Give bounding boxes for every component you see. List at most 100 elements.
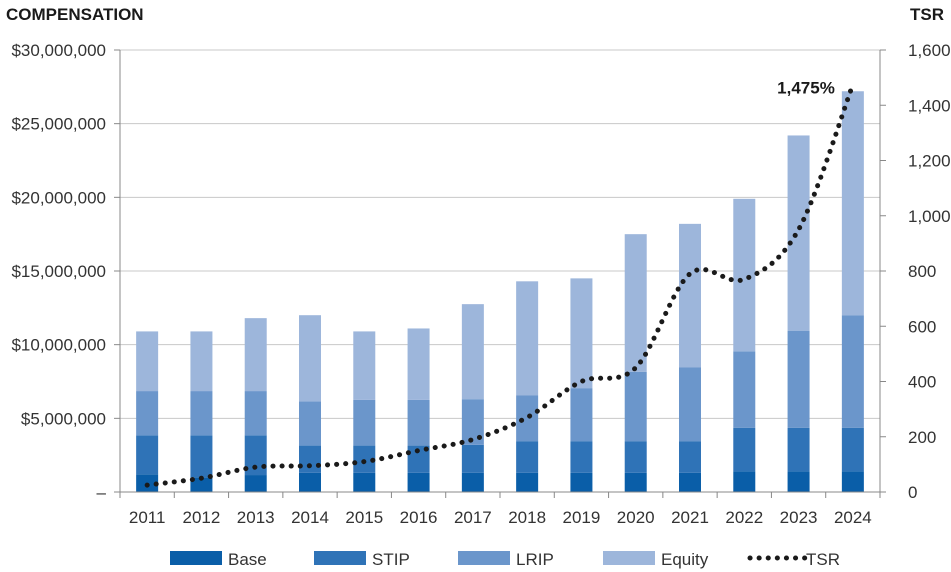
bar-equity-2021 [679, 223, 701, 368]
left-tick-label: $10,000,000 [11, 336, 106, 355]
x-tick-label: 2013 [237, 508, 275, 527]
bar-stip-2020 [624, 441, 647, 473]
left-tick-label: $5,000,000 [21, 409, 106, 428]
bar-base-2016 [407, 472, 430, 492]
bar-stip-2014 [299, 445, 321, 473]
bar-lrip-2013 [244, 391, 267, 436]
bar-lrip-2012 [190, 391, 213, 436]
legend-label-tsr: TSR [806, 550, 840, 569]
left-tick-label: $25,000,000 [11, 115, 106, 134]
right-tick-label: 0 [908, 483, 917, 502]
legend-swatch-stip [314, 551, 366, 565]
legend-swatch-lrip [458, 551, 510, 565]
bar-lrip-2011 [136, 391, 159, 436]
legend-label-base: Base [228, 550, 267, 569]
x-tick-label: 2018 [508, 508, 546, 527]
bar-base-2021 [679, 472, 701, 492]
bar-equity-2012 [190, 331, 213, 392]
bar-stip-2016 [407, 445, 430, 473]
legend-swatch-equity [603, 551, 655, 565]
right-tick-label: 400 [908, 373, 936, 392]
bar-base-2018 [516, 472, 539, 492]
bar-equity-2017 [461, 304, 484, 400]
x-tick-label: 2023 [780, 508, 818, 527]
bar-lrip-2020 [624, 371, 647, 442]
annotations: 1,475% [777, 79, 835, 98]
bar-lrip-2014 [299, 401, 321, 446]
bar-base-2024 [841, 471, 864, 492]
axes: – $5,000,000 $10,000,000 $15,000,000 $20,000… [11, 41, 950, 527]
bar-lrip-2023 [787, 330, 810, 428]
bar-equity-2014 [299, 315, 321, 402]
bar-stip-2017 [461, 444, 484, 473]
bar-equity-2022 [733, 198, 756, 352]
bar-equity-2020 [624, 234, 647, 372]
legend: Base STIP LRIP Equity TSR [170, 550, 840, 569]
bar-base-2013 [244, 475, 267, 492]
bar-base-2023 [787, 471, 810, 492]
x-tick-label: 2020 [617, 508, 655, 527]
right-tick-label: 1,600 [908, 41, 951, 60]
tsr-annotation: 1,475% [777, 79, 835, 98]
x-tick-label: 2019 [563, 508, 601, 527]
bar-stip-2018 [516, 441, 539, 473]
bar-equity-2019 [570, 278, 593, 389]
bar-stip-2023 [787, 427, 810, 472]
bar-base-2020 [624, 472, 647, 492]
bar-stip-2024 [841, 427, 864, 472]
right-tick-label: 1,200 [908, 152, 951, 171]
left-tick-label: $15,000,000 [11, 262, 106, 281]
bar-base-2017 [461, 472, 484, 492]
bar-equity-2016 [407, 328, 430, 400]
right-axis-title: TSR [910, 5, 944, 24]
right-tick-label: 600 [908, 317, 936, 336]
bar-lrip-2016 [407, 399, 430, 446]
bar-base-2019 [570, 472, 593, 492]
bar-base-2015 [353, 472, 376, 492]
x-tick-label: 2014 [291, 508, 329, 527]
left-tick-label: – [97, 483, 107, 502]
bar-equity-2011 [136, 331, 159, 392]
right-tick-label: 800 [908, 262, 936, 281]
bar-equity-2015 [353, 331, 376, 400]
left-tick-label: $30,000,000 [11, 41, 106, 60]
legend-label-equity: Equity [661, 550, 709, 569]
bar-equity-2024 [841, 91, 864, 316]
bar-stip-2011 [136, 435, 159, 475]
bar-stip-2022 [733, 427, 756, 472]
bar-lrip-2021 [679, 367, 701, 442]
tsr-line [144, 82, 856, 488]
legend-label-lrip: LRIP [516, 550, 554, 569]
right-tick-label: 200 [908, 428, 936, 447]
x-tick-label: 2012 [183, 508, 221, 527]
bar-base-2012 [190, 477, 213, 492]
bar-lrip-2017 [461, 399, 484, 445]
bar-base-2014 [299, 472, 321, 492]
right-tick-label: 1,400 [908, 96, 951, 115]
bar-lrip-2015 [353, 399, 376, 446]
bar-stip-2013 [244, 435, 267, 476]
x-tick-label: 2011 [129, 508, 166, 527]
bar-lrip-2019 [570, 388, 593, 442]
bar-stip-2012 [190, 435, 213, 478]
legend-label-stip: STIP [372, 550, 410, 569]
left-axis-title: COMPENSATION [6, 5, 144, 24]
bar-lrip-2024 [841, 315, 864, 428]
bar-lrip-2018 [516, 395, 539, 442]
x-tick-label: 2016 [400, 508, 438, 527]
gridlines [120, 49, 880, 419]
bar-stip-2019 [570, 441, 593, 473]
x-tick-label: 2022 [725, 508, 763, 527]
left-tick-label: $20,000,000 [11, 188, 106, 207]
stacked-bars [136, 91, 864, 492]
bar-lrip-2022 [733, 351, 756, 428]
bar-equity-2023 [787, 135, 810, 331]
legend-swatch-base [170, 551, 222, 565]
bar-equity-2018 [516, 281, 539, 396]
right-tick-label: 1,000 [908, 207, 951, 226]
tsr-line-path [144, 82, 856, 488]
x-tick-label: 2024 [834, 508, 872, 527]
x-tick-label: 2017 [454, 508, 492, 527]
x-tick-label: 2021 [671, 508, 709, 527]
